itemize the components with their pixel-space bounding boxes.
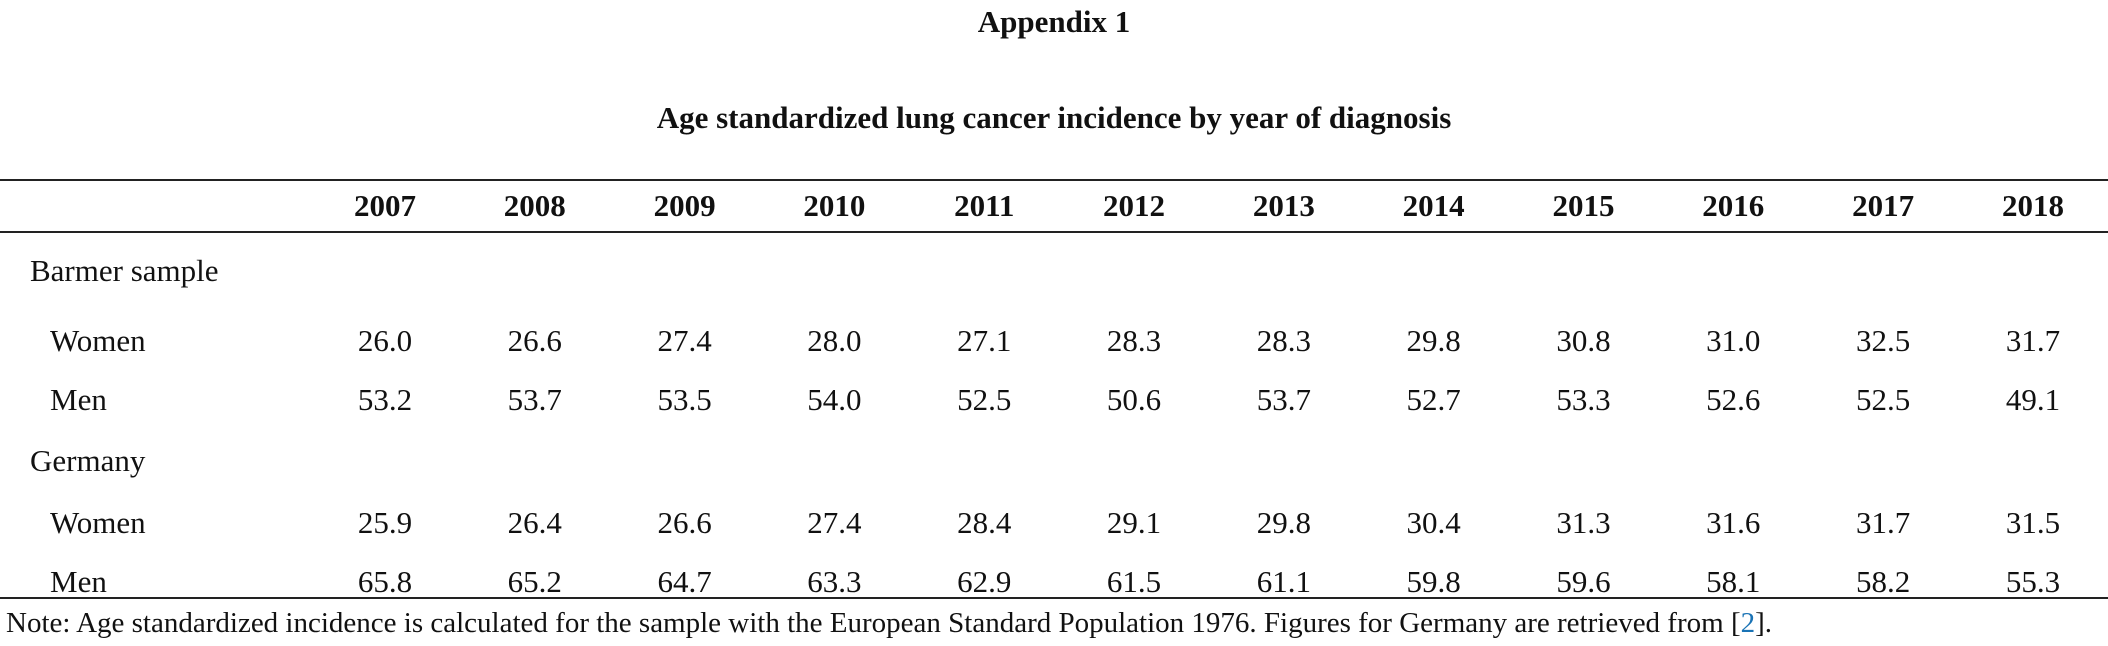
- table-cell: 53.7: [507, 382, 562, 417]
- row-label: Women: [50, 323, 146, 358]
- year-header: 2014: [1402, 188, 1465, 223]
- table-cell: 31.0: [1706, 323, 1761, 358]
- note-ref-close: ].: [1755, 607, 1773, 639]
- year-header: 2013: [1252, 188, 1315, 223]
- table-row: Men 53.2 53.7 53.5 54.0 52.5 50.6 53.7 5…: [0, 370, 2108, 429]
- table-cell: 50.6: [1106, 382, 1162, 417]
- table-cell: 54.0: [807, 382, 862, 417]
- group-row-barmer-sample: Barmer sample: [0, 231, 2108, 311]
- table-cell: 26.0: [357, 323, 413, 358]
- year-header: 2007: [353, 188, 416, 223]
- table-cell: 28.0: [807, 323, 862, 358]
- table-cell: 28.3: [1106, 323, 1162, 358]
- table-cell: 61.1: [1256, 564, 1311, 599]
- note-ref-open: [: [1730, 607, 1741, 639]
- row-label: Women: [50, 505, 146, 540]
- table-top-rule: [0, 179, 2108, 181]
- table-cell: 26.4: [507, 505, 562, 540]
- year-header: 2017: [1852, 188, 1915, 223]
- table-cell: 28.3: [1256, 323, 1311, 358]
- table-cell: 29.8: [1256, 505, 1311, 540]
- table-cell: 30.8: [1556, 323, 1611, 358]
- table-cell: 58.1: [1706, 564, 1761, 599]
- group-label: Germany: [30, 443, 146, 478]
- year-header: 2018: [2002, 188, 2064, 223]
- table-cell: 25.9: [357, 505, 413, 540]
- table-cell: 31.7: [2005, 323, 2061, 358]
- table-cell: 26.6: [657, 505, 712, 540]
- table-cell: 27.4: [807, 505, 862, 540]
- table-cell: 52.7: [1406, 382, 1461, 417]
- table-cell: 62.9: [957, 564, 1012, 599]
- row-label: Men: [50, 382, 107, 417]
- table-cell: 29.1: [1106, 505, 1162, 540]
- year-header: 2009: [653, 188, 716, 223]
- year-header: 2011: [954, 188, 1015, 223]
- table-cell: 52.5: [957, 382, 1012, 417]
- table-cell: 53.3: [1556, 382, 1611, 417]
- table-cell: 53.7: [1256, 382, 1311, 417]
- table-cell: 59.6: [1556, 564, 1611, 599]
- table-cell: 53.5: [657, 382, 712, 417]
- table-cell: 63.3: [807, 564, 862, 599]
- table-cell: 27.1: [957, 323, 1012, 358]
- table-cell: 28.4: [957, 505, 1012, 540]
- table-cell: 26.6: [507, 323, 562, 358]
- year-header: 2010: [803, 188, 866, 223]
- row-label: Men: [50, 564, 107, 599]
- table-row: Women 26.0 26.6 27.4 28.0 27.1 28.3 28.3…: [0, 311, 2108, 370]
- table-cell: 65.8: [357, 564, 413, 599]
- group-row-germany: Germany: [0, 429, 2108, 493]
- table-cell: 30.4: [1406, 505, 1461, 540]
- table-title: Age standardized lung cancer incidence b…: [656, 100, 1452, 135]
- year-header: 2008: [503, 188, 566, 223]
- header-corner-cell: [0, 181, 310, 231]
- table-cell: 49.1: [2005, 382, 2061, 417]
- group-label: Barmer sample: [30, 253, 219, 288]
- table-cell: 31.6: [1706, 505, 1761, 540]
- table-cell: 55.3: [2005, 564, 2061, 599]
- table-cell: 31.5: [2005, 505, 2061, 540]
- table-cell: 32.5: [1855, 323, 1911, 358]
- table-header-rule: [0, 231, 2108, 233]
- table-cell: 52.5: [1855, 382, 1911, 417]
- table-cell: 29.8: [1406, 323, 1461, 358]
- table-cell: 65.2: [507, 564, 562, 599]
- table-note: Note: Age standardized incidence is calc…: [6, 605, 1772, 641]
- table-cell: 58.2: [1855, 564, 1911, 599]
- table-bottom-rule: [0, 597, 2108, 599]
- table-cell: 64.7: [657, 564, 712, 599]
- appendix-title: Appendix 1: [977, 4, 1131, 39]
- table-cell: 59.8: [1406, 564, 1461, 599]
- table-cell: 61.5: [1106, 564, 1162, 599]
- table-cell: 31.7: [1855, 505, 1911, 540]
- table-header-row: 2007 2008 2009 2010 2011 2012 2013 2014 …: [0, 181, 2108, 231]
- year-header: 2015: [1552, 188, 1615, 223]
- table-cell: 27.4: [657, 323, 712, 358]
- reference-link[interactable]: 2: [1740, 607, 1756, 639]
- note-text: Note: Age standardized incidence is calc…: [6, 607, 1731, 639]
- table-cell: 31.3: [1556, 505, 1611, 540]
- table-cell: 53.2: [357, 382, 413, 417]
- year-header: 2016: [1702, 188, 1765, 223]
- incidence-table: 2007 2008 2009 2010 2011 2012 2013 2014 …: [0, 181, 2108, 611]
- year-header: 2012: [1103, 188, 1166, 223]
- table-row: Women 25.9 26.4 26.6 27.4 28.4 29.1 29.8…: [0, 493, 2108, 552]
- table-row: Men 65.8 65.2 64.7 63.3 62.9 61.5 61.1 5…: [0, 552, 2108, 611]
- table-cell: 52.6: [1706, 382, 1761, 417]
